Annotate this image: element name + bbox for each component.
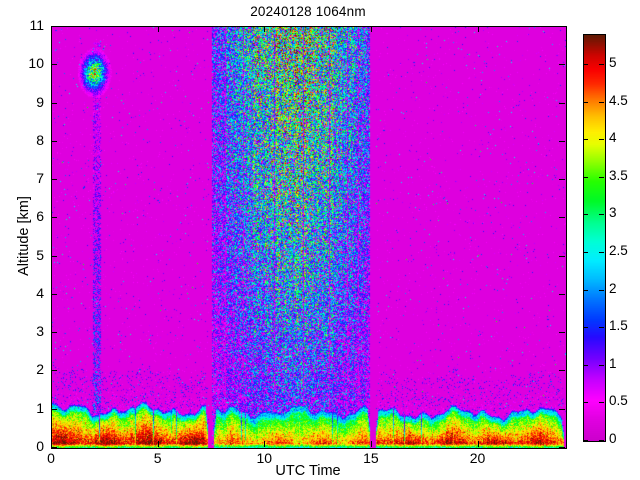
colorbar-tick-label: 1.5 xyxy=(609,318,628,334)
y-tick-label: 2 xyxy=(36,361,44,378)
y-tick-mark xyxy=(51,370,57,372)
colorbar-tick-label: 2 xyxy=(609,280,617,296)
y-tick-label: 0 xyxy=(36,438,44,454)
colorbar-tick-mark xyxy=(583,64,588,66)
x-tick-label: 10 xyxy=(256,450,273,466)
x-tick-mark xyxy=(51,441,52,447)
x-tick-mark xyxy=(370,26,372,32)
colorbar-tick-mark xyxy=(583,364,588,366)
colorbar-tick-mark xyxy=(599,289,604,291)
y-tick-mark xyxy=(51,102,57,104)
y-tick-mark xyxy=(51,140,57,142)
x-tick-mark xyxy=(51,26,52,32)
x-tick-mark xyxy=(477,26,479,32)
y-tick-mark xyxy=(559,447,565,448)
y-tick-mark xyxy=(51,255,57,257)
y-tick-mark xyxy=(51,179,57,181)
y-tick-label: 9 xyxy=(36,93,44,110)
colorbar[interactable] xyxy=(583,34,606,442)
y-tick-label: 4 xyxy=(36,284,44,301)
x-tick-label: 0 xyxy=(47,450,55,466)
y-tick-mark xyxy=(559,293,565,295)
colorbar-tick-label: 4.5 xyxy=(609,92,628,108)
y-tick-mark xyxy=(51,217,57,219)
colorbar-tick-mark xyxy=(583,289,588,291)
colorbar-tick-mark xyxy=(599,402,604,404)
y-tick-label: 8 xyxy=(36,131,44,148)
colorbar-tick-mark xyxy=(599,440,604,441)
x-tick-label: 5 xyxy=(153,450,162,466)
colorbar-tick-mark xyxy=(583,327,588,329)
colorbar-tick-mark xyxy=(583,101,588,103)
heatmap-plot-area[interactable] xyxy=(51,26,567,449)
y-tick-mark xyxy=(559,332,565,334)
colorbar-tick-mark xyxy=(583,139,588,141)
colorbar-tick-mark xyxy=(599,64,604,66)
y-tick-label: 3 xyxy=(36,323,44,340)
y-tick-label: 10 xyxy=(28,55,44,72)
colorbar-tick-label: 1 xyxy=(609,355,617,371)
colorbar-tick-mark xyxy=(599,214,604,216)
colorbar-tick-mark xyxy=(599,327,604,329)
colorbar-tick-mark xyxy=(583,402,588,404)
colorbar-canvas xyxy=(584,35,605,441)
colorbar-tick-label: 3.5 xyxy=(609,167,628,183)
y-tick-mark xyxy=(51,293,57,295)
colorbar-tick-label: 3 xyxy=(609,205,617,221)
y-tick-label: 11 xyxy=(29,17,44,33)
colorbar-tick-label: 0.5 xyxy=(609,393,628,409)
colorbar-tick-mark xyxy=(583,252,588,254)
colorbar-tick-mark xyxy=(583,176,588,178)
colorbar-tick-mark xyxy=(599,101,604,103)
y-tick-mark xyxy=(51,408,57,410)
x-axis-title: UTC Time xyxy=(275,463,341,479)
colorbar-tick-label: 4 xyxy=(609,130,617,146)
y-tick-mark xyxy=(559,370,565,372)
y-tick-mark xyxy=(559,255,565,257)
colorbar-tick-label: 0 xyxy=(609,431,617,446)
colorbar-tick-label: 2.5 xyxy=(609,243,628,259)
x-tick-mark xyxy=(157,26,159,32)
y-tick-mark xyxy=(559,408,565,410)
x-tick-mark xyxy=(264,26,266,32)
y-tick-mark xyxy=(559,102,565,104)
y-tick-mark xyxy=(51,64,57,66)
y-tick-mark xyxy=(51,447,57,448)
y-tick-mark xyxy=(559,26,565,27)
y-tick-label: 6 xyxy=(36,208,44,225)
y-tick-label: 1 xyxy=(36,399,44,416)
lidar-heatmap-canvas xyxy=(52,27,566,448)
y-tick-mark xyxy=(559,179,565,181)
x-tick-mark xyxy=(477,441,479,447)
figure-title: 20240128 1064nm xyxy=(250,4,366,19)
x-tick-mark xyxy=(264,441,266,447)
colorbar-tick-label: 5 xyxy=(609,55,617,71)
x-tick-label: 15 xyxy=(363,450,379,466)
y-tick-mark xyxy=(559,140,565,142)
x-tick-mark xyxy=(157,441,159,447)
colorbar-tick-mark xyxy=(599,364,604,366)
y-tick-label: 7 xyxy=(36,170,44,187)
y-tick-mark xyxy=(51,26,57,27)
x-tick-label: 20 xyxy=(469,450,486,466)
colorbar-tick-mark xyxy=(599,139,604,141)
colorbar-tick-mark xyxy=(583,214,588,216)
colorbar-tick-mark xyxy=(583,440,588,441)
y-tick-mark xyxy=(51,332,57,334)
y-tick-mark xyxy=(559,64,565,66)
x-tick-mark xyxy=(370,441,372,447)
y-axis-title: Altitude [km] xyxy=(16,196,32,276)
colorbar-tick-mark xyxy=(599,176,604,178)
colorbar-tick-mark xyxy=(599,252,604,254)
y-tick-label: 5 xyxy=(36,246,44,263)
y-tick-mark xyxy=(559,217,565,219)
